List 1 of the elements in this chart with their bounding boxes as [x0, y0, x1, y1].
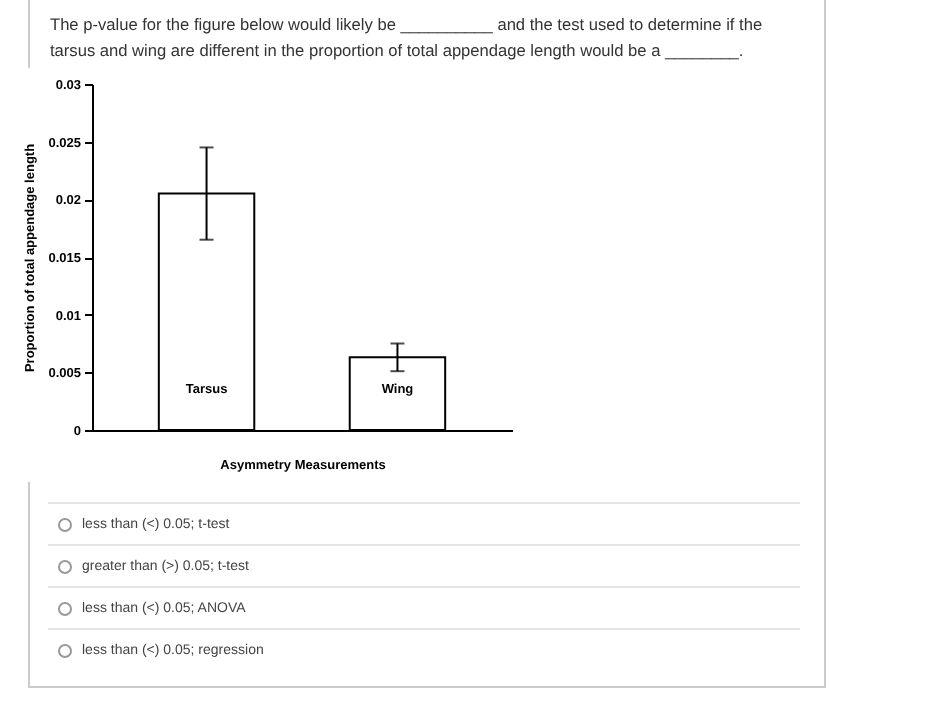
- chart-title: The p-value for the figure below would likely be __________ and the test used to determine if the tarsus and wing are different in the proportion of total appendage length would be a ________.: [50, 12, 765, 64]
